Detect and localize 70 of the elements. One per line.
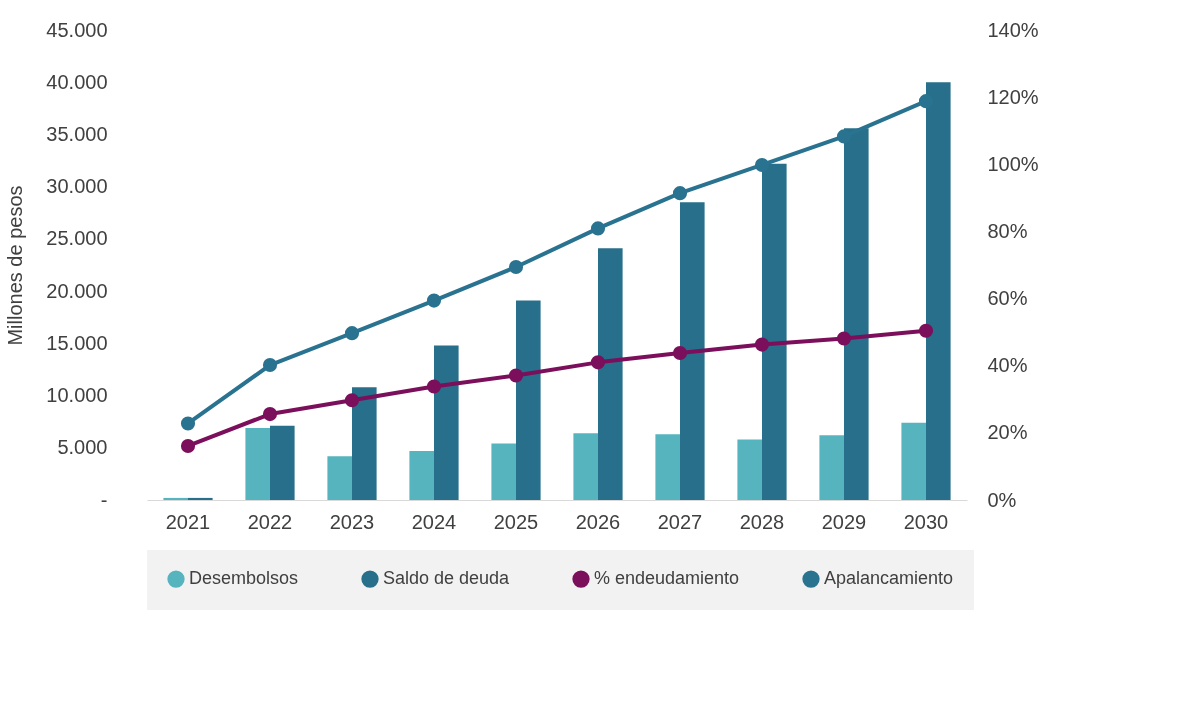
y2-tick-label: 120% — [987, 85, 1039, 108]
point — [590, 355, 606, 370]
x-tick-label: 2029 — [821, 510, 867, 533]
y-tick-label: 40.000 — [46, 70, 108, 93]
y-tick-label: 35.000 — [46, 122, 108, 145]
y2-tick-label: 0% — [987, 488, 1017, 511]
bar — [491, 443, 516, 500]
bar — [188, 497, 213, 500]
bar — [163, 497, 188, 500]
y-tick-label: 25.000 — [46, 227, 108, 250]
x-tick-label: 2021 — [165, 510, 211, 533]
bar — [655, 434, 680, 500]
x-tick-label: 2028 — [739, 510, 785, 533]
point — [672, 345, 688, 361]
bar — [516, 300, 541, 500]
bar — [901, 422, 926, 500]
y2-tick-label: 140% — [987, 18, 1039, 41]
bar — [573, 433, 598, 500]
bar — [409, 450, 434, 500]
point — [262, 407, 278, 422]
x-tick-label: 2026 — [575, 510, 621, 533]
legend-label: % endeudamiento — [594, 568, 740, 589]
bar — [270, 425, 295, 500]
y-tick-label: 45.000 — [46, 18, 108, 41]
bar — [327, 456, 352, 500]
y2-tick-label: 100% — [987, 152, 1039, 175]
x-tick-label: 2030 — [903, 510, 949, 533]
point — [344, 326, 360, 341]
point — [754, 337, 770, 352]
x-tick-label: 2022 — [247, 510, 293, 533]
y-tick-label: 5.000 — [57, 436, 108, 459]
point — [262, 357, 278, 373]
legend-label: Desembolsos — [189, 568, 299, 589]
legend-label: Apalancamiento — [824, 568, 954, 589]
y-tick-label: 30.000 — [46, 175, 108, 198]
y-tick-label: - — [100, 488, 108, 511]
x-tick-label: 2025 — [493, 510, 539, 533]
bar — [352, 387, 377, 500]
y2-tick-label: 40% — [987, 354, 1028, 377]
bar — [598, 248, 623, 500]
point — [918, 323, 934, 338]
point — [836, 331, 852, 346]
point — [180, 416, 196, 431]
point — [426, 379, 442, 394]
y-tick-label: 10.000 — [46, 384, 108, 407]
point — [672, 186, 688, 201]
bar — [819, 435, 844, 500]
y2-tick-label: 80% — [987, 219, 1028, 242]
y-tick-label: 20.000 — [46, 279, 108, 302]
y2-tick-label: 60% — [987, 287, 1028, 310]
y-axis-title: Millones de pesos — [4, 185, 27, 346]
bar — [680, 202, 705, 500]
point — [508, 368, 524, 383]
legend-label: Saldo de deuda — [383, 568, 511, 589]
point — [590, 221, 606, 236]
point — [836, 129, 852, 144]
point — [426, 293, 442, 308]
bar — [245, 427, 270, 500]
point — [508, 259, 524, 275]
y2-tick-label: 20% — [987, 421, 1028, 444]
x-tick-label: 2024 — [411, 510, 457, 533]
point — [918, 94, 934, 109]
point — [754, 157, 770, 173]
x-tick-label: 2023 — [329, 510, 375, 533]
point — [344, 393, 360, 408]
bar — [434, 345, 459, 500]
x-tick-label: 2027 — [657, 510, 703, 533]
y-tick-label: 15.000 — [46, 331, 108, 354]
point — [180, 438, 196, 454]
bar — [737, 439, 762, 500]
